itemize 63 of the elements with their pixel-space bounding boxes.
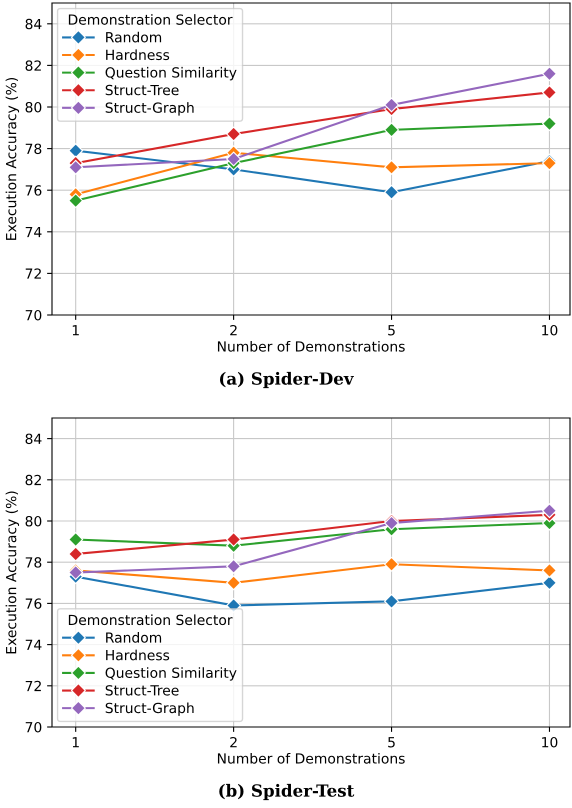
point <box>226 126 242 142</box>
point <box>542 563 557 578</box>
y-tick-label: 78 <box>26 557 42 568</box>
legend-title: Demonstration Selector <box>68 614 233 626</box>
y-tick-label: 76 <box>26 598 42 609</box>
y-axis-title: Execution Accuracy (%) <box>6 491 20 654</box>
x-tick-label: 5 <box>388 737 395 748</box>
x-axis-title: Number of Demonstrations <box>218 340 405 352</box>
text: (a) Spider-Dev <box>220 372 354 388</box>
y-tick-label: 80 <box>26 516 42 526</box>
y-tick-label: 74 <box>26 640 42 650</box>
y-tick-label: 82 <box>26 474 41 486</box>
text: (b) Spider-Test <box>219 784 354 800</box>
y-tick-label: 72 <box>26 680 41 692</box>
point <box>384 594 399 609</box>
point <box>384 122 399 138</box>
point <box>542 116 557 132</box>
point <box>226 575 242 590</box>
point <box>226 152 242 166</box>
y-tick-label: 84 <box>26 434 42 444</box>
x-axis-title: Number of Demonstrations <box>218 752 405 764</box>
x-tick-label: 5 <box>388 325 395 336</box>
y-tick-label: 76 <box>26 185 42 196</box>
legend-label: Struct-Graph <box>106 102 194 116</box>
y-tick-label: 70 <box>26 722 42 732</box>
point <box>68 546 84 562</box>
point <box>68 160 84 175</box>
legend-label: Struct-Graph <box>106 702 194 716</box>
point <box>68 532 84 547</box>
y-tick-label: 80 <box>26 102 42 112</box>
legend-label: Struct-Tree <box>106 84 179 96</box>
legend-label: Hardness <box>106 49 170 60</box>
y-tick-label: 70 <box>26 310 42 320</box>
point <box>384 160 399 175</box>
legend-label: Random <box>106 32 162 42</box>
point <box>226 558 242 574</box>
point <box>226 532 242 547</box>
y-tick-label: 74 <box>26 226 42 238</box>
x-tick-label: 2 <box>230 736 237 748</box>
point <box>384 556 399 572</box>
y-tick-label: 84 <box>26 18 42 30</box>
point <box>68 193 84 208</box>
point <box>542 85 557 100</box>
point <box>542 66 557 82</box>
legend-title: Demonstration Selector <box>68 14 233 25</box>
point <box>384 97 399 112</box>
x-tick-label: 1 <box>72 737 79 748</box>
y-tick-label: 78 <box>26 144 42 154</box>
point <box>384 184 399 200</box>
x-tick-label: 1 <box>72 325 79 336</box>
y-tick-label: 82 <box>26 60 41 71</box>
x-tick-label: 10 <box>542 324 558 336</box>
y-axis-title: Execution Accuracy (%) <box>6 78 20 240</box>
legend-label: Hardness <box>106 650 170 660</box>
legend-label: Struct-Tree <box>106 685 179 696</box>
x-tick-label: 10 <box>542 736 558 748</box>
point <box>68 143 84 158</box>
point <box>542 503 557 518</box>
legend-label: Random <box>106 632 162 643</box>
x-tick-label: 2 <box>230 324 237 336</box>
y-tick-label: 72 <box>26 268 41 279</box>
legend-label: Question Similarity <box>106 66 237 80</box>
legend-label: Question Similarity <box>106 667 237 681</box>
